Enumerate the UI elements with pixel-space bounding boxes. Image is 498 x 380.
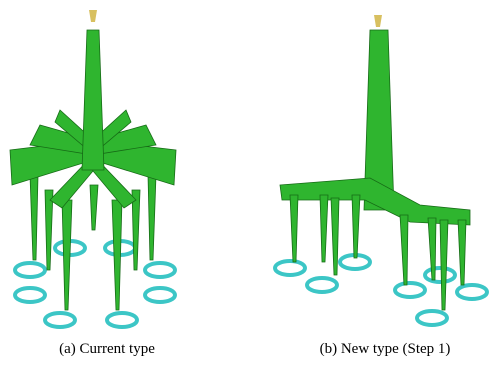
- figure: (a) Current type (b) New type (Step 1): [0, 0, 498, 380]
- model-new-type: [275, 15, 487, 325]
- caption-a: (a) Current type: [59, 341, 155, 357]
- model-current-type: [10, 10, 176, 327]
- caption-b: (b) New type (Step 1): [320, 341, 451, 357]
